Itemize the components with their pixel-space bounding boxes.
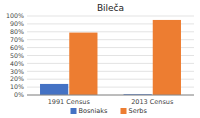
chart: Bileča 0%10%20%30%40%50%60%70%80%90%100% 1…: [0, 0, 200, 118]
x-tick-label: 1991 Census: [48, 98, 91, 106]
y-tick-label: 100%: [6, 12, 24, 19]
y-tick-label: 90%: [10, 20, 24, 27]
y-tick-label: 40%: [10, 60, 24, 67]
y-tick-label: 20%: [10, 75, 24, 82]
y-tick-label: 50%: [10, 52, 24, 59]
legend-label: Serbs: [129, 107, 148, 115]
y-tick-label: 80%: [10, 28, 24, 35]
x-tick-label: 2013 Census: [131, 98, 174, 106]
bar: [69, 33, 97, 95]
bar: [40, 84, 68, 95]
grid-line: [27, 95, 194, 96]
x-axis-line: [27, 95, 194, 96]
legend: Bosniaks Serbs: [71, 107, 148, 115]
y-tick-label: 30%: [10, 68, 24, 75]
legend-swatch: [121, 108, 127, 114]
y-tick-label: 60%: [10, 44, 24, 51]
legend-label: Bosniaks: [79, 107, 108, 115]
y-tick-label: 0%: [14, 91, 24, 98]
legend-swatch: [71, 108, 77, 114]
bar: [153, 20, 181, 95]
bars: [40, 20, 181, 95]
y-tick-label: 70%: [10, 36, 24, 43]
y-tick-label: 10%: [10, 83, 24, 90]
grid-line: [27, 16, 194, 17]
title: Bileča: [97, 3, 124, 13]
